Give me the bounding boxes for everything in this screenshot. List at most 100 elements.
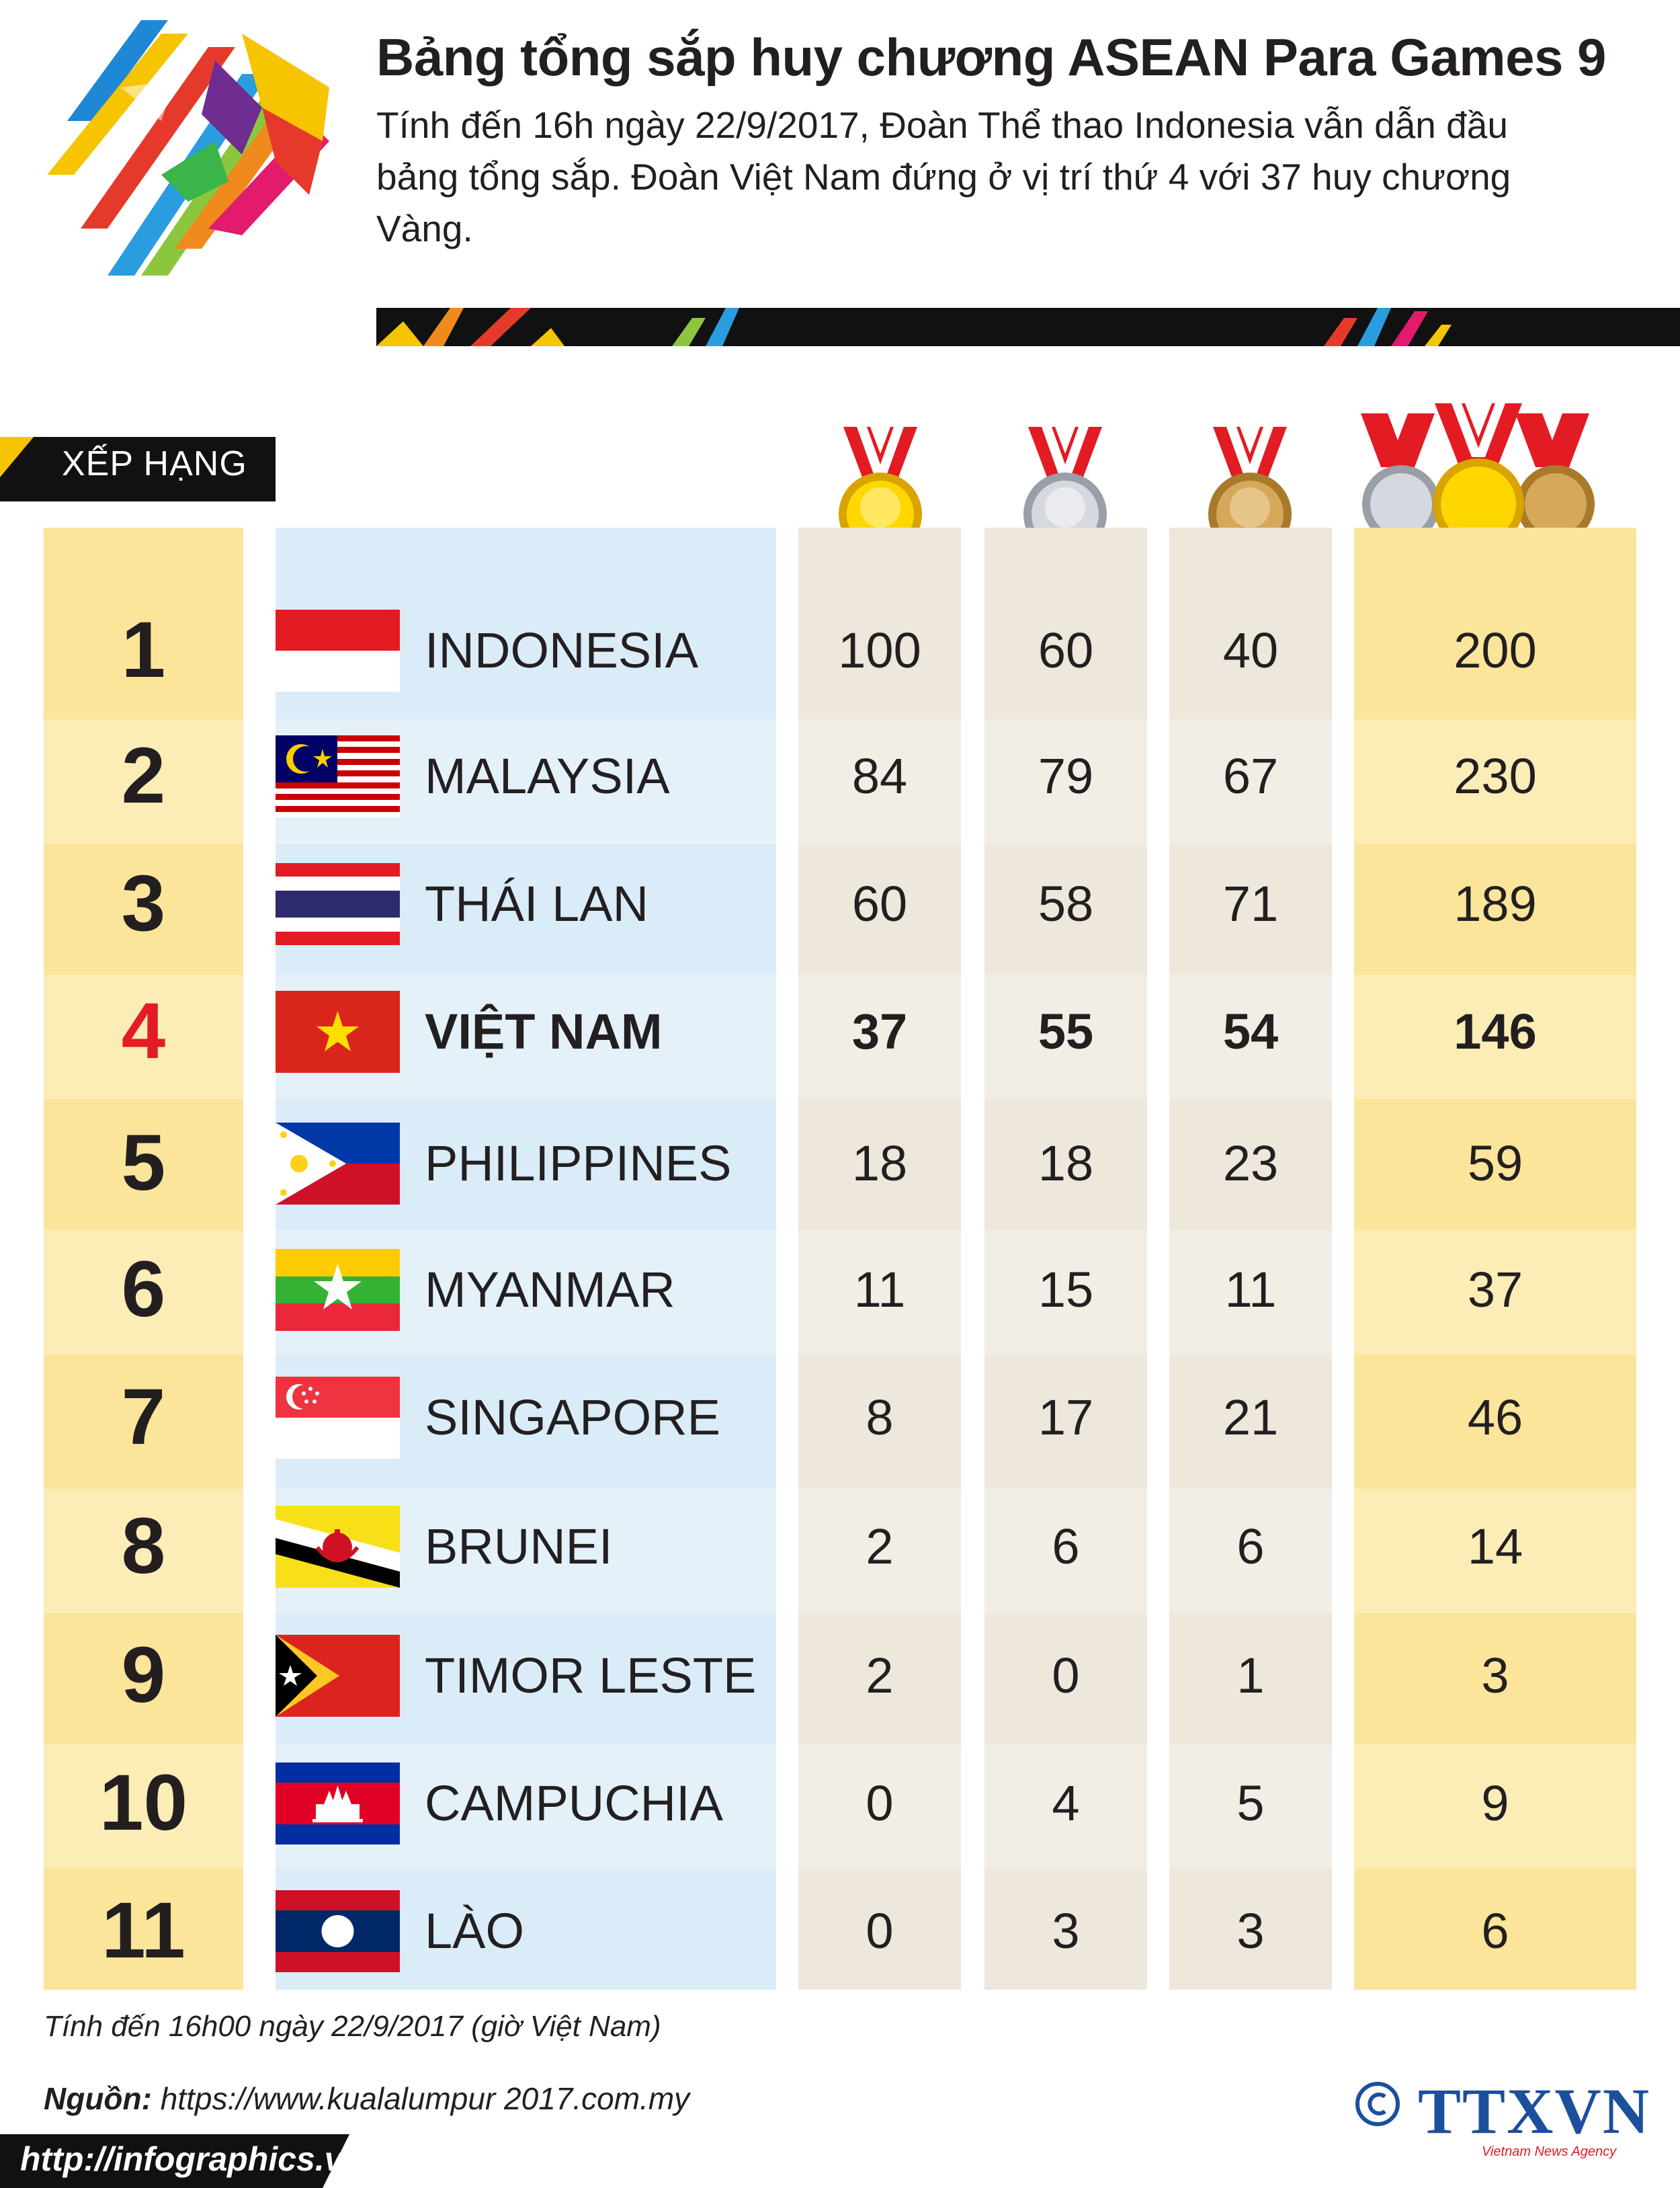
all-medals-icon bbox=[1361, 403, 1595, 550]
page-title: Bảng tổng sắp huy chương ASEAN Para Game… bbox=[376, 28, 1606, 87]
total-count: 9 bbox=[1481, 1775, 1509, 1831]
country-name: BRUNEI bbox=[425, 1518, 613, 1574]
table-row: 2 MALAYSIA 84 79 67 230 bbox=[0, 714, 1680, 838]
rank-number: 1 bbox=[121, 606, 166, 694]
cambodia-flag-icon bbox=[276, 1762, 400, 1845]
table-row: 9 TIMOR LESTE 2 0 1 3 bbox=[0, 1613, 1680, 1738]
silver-count: 3 bbox=[1052, 1903, 1080, 1959]
country-name: SINGAPORE bbox=[425, 1389, 720, 1445]
indonesia-flag-icon bbox=[276, 610, 400, 692]
gold-count: 18 bbox=[851, 1135, 908, 1191]
gold-column bbox=[798, 528, 961, 1990]
agency-logo: TTXVN bbox=[1418, 2075, 1651, 2147]
total-count: 189 bbox=[1454, 876, 1537, 932]
decorative-stripe bbox=[376, 308, 1680, 346]
total-count: 59 bbox=[1467, 1135, 1523, 1191]
rank-header-tag bbox=[0, 437, 276, 501]
gold-count: 2 bbox=[866, 1648, 894, 1703]
bronze-count: 6 bbox=[1236, 1518, 1265, 1574]
gold-count: 37 bbox=[851, 1004, 908, 1059]
rank-number: 4 bbox=[121, 987, 166, 1076]
country-name: VIỆT NAM bbox=[425, 1004, 663, 1059]
table-row: 3 THÁI LAN 60 58 71 189 bbox=[0, 842, 1680, 966]
bronze-count: 11 bbox=[1224, 1262, 1277, 1318]
rank-number: 3 bbox=[121, 859, 166, 948]
copyright-icon bbox=[1355, 2082, 1400, 2126]
silver-count: 0 bbox=[1052, 1648, 1080, 1703]
brunei-flag-icon bbox=[276, 1506, 400, 1588]
silver-count: 15 bbox=[1038, 1262, 1094, 1318]
bronze-count: 71 bbox=[1222, 876, 1279, 932]
total-column bbox=[1354, 528, 1636, 1990]
rank-number: 7 bbox=[121, 1373, 166, 1461]
silver-count: 79 bbox=[1038, 748, 1094, 804]
table-row: 10 CAMPUCHIA 0 4 5 9 bbox=[0, 1741, 1680, 1865]
gold-count: 0 bbox=[866, 1903, 894, 1959]
gold-count: 84 bbox=[851, 748, 908, 804]
rank-header-label: XẾP HẠNG bbox=[62, 444, 247, 483]
bronze-count: 5 bbox=[1236, 1775, 1265, 1831]
timor-leste-flag-icon bbox=[276, 1635, 400, 1717]
agency-subtitle: Vietnam News Agency bbox=[1482, 2144, 1617, 2159]
table-row: 1 INDONESIA 100 60 40 200 bbox=[0, 588, 1680, 713]
rank-number: 2 bbox=[121, 731, 166, 820]
silver-count: 60 bbox=[1038, 622, 1094, 678]
country-name: MALAYSIA bbox=[425, 748, 670, 804]
rank-number: 9 bbox=[121, 1631, 166, 1719]
silver-count: 17 bbox=[1038, 1389, 1094, 1445]
bronze-count: 67 bbox=[1222, 748, 1279, 804]
rank-number: 6 bbox=[121, 1245, 166, 1334]
total-count: 46 bbox=[1467, 1389, 1523, 1445]
source-url[interactable]: https://www.kualalumpur 2017.com.my bbox=[160, 2081, 690, 2116]
asean-para-games-logo bbox=[47, 20, 329, 276]
total-count: 146 bbox=[1454, 1004, 1537, 1059]
total-count: 200 bbox=[1454, 622, 1537, 678]
rank-number: 8 bbox=[121, 1502, 166, 1590]
table-row: 8 BRUNEI 2 6 6 14 bbox=[0, 1484, 1680, 1609]
philippines-flag-icon bbox=[276, 1123, 400, 1205]
thailand-flag-icon bbox=[276, 863, 400, 945]
singapore-flag-icon bbox=[276, 1377, 400, 1459]
website-link[interactable]: http://infographics.vn bbox=[20, 2140, 364, 2178]
bronze-count: 1 bbox=[1236, 1648, 1265, 1703]
bronze-count: 21 bbox=[1222, 1389, 1279, 1445]
country-name: PHILIPPINES bbox=[425, 1135, 732, 1191]
country-name: THÁI LAN bbox=[425, 876, 649, 932]
total-count: 6 bbox=[1481, 1903, 1509, 1959]
rank-number: 11 bbox=[101, 1886, 185, 1975]
table-row: 7 SINGAPORE 8 17 21 46 bbox=[0, 1355, 1680, 1480]
gold-count: 8 bbox=[866, 1389, 894, 1445]
gold-count: 100 bbox=[838, 622, 921, 678]
silver-count: 18 bbox=[1038, 1135, 1094, 1191]
myanmar-flag-icon bbox=[276, 1249, 400, 1331]
gold-count: 0 bbox=[866, 1775, 894, 1831]
total-count: 14 bbox=[1467, 1518, 1523, 1574]
gold-count: 2 bbox=[866, 1518, 894, 1574]
rank-number: 5 bbox=[121, 1119, 166, 1207]
table-row: 11 LÀO 0 3 3 6 bbox=[0, 1869, 1680, 1993]
rank-number: 10 bbox=[99, 1758, 188, 1847]
country-name: CAMPUCHIA bbox=[425, 1775, 724, 1831]
bronze-column bbox=[1169, 528, 1332, 1990]
silver-count: 55 bbox=[1038, 1004, 1094, 1059]
bronze-count: 54 bbox=[1222, 1004, 1279, 1059]
rank-column bbox=[44, 528, 243, 1990]
table-row-highlighted: 4 VIỆT NAM 37 55 54 146 bbox=[0, 969, 1680, 1094]
timestamp-note: Tính đến 16h00 ngày 22/9/2017 (giờ Việt … bbox=[44, 2010, 661, 2043]
total-count: 37 bbox=[1467, 1262, 1523, 1318]
website-bar bbox=[0, 2134, 349, 2188]
total-count: 3 bbox=[1481, 1648, 1509, 1703]
gold-count: 11 bbox=[853, 1262, 906, 1318]
country-name: INDONESIA bbox=[425, 622, 699, 678]
table-row: 5 PHILIPPINES 18 18 23 59 bbox=[0, 1101, 1680, 1225]
malaysia-flag-icon bbox=[276, 735, 400, 817]
laos-flag-icon bbox=[276, 1890, 400, 1972]
silver-count: 4 bbox=[1052, 1775, 1080, 1831]
country-name: LÀO bbox=[425, 1903, 525, 1959]
country-name: MYANMAR bbox=[425, 1262, 675, 1318]
silver-count: 58 bbox=[1038, 876, 1094, 932]
source-line: Nguồn: https://www.kualalumpur 2017.com.… bbox=[44, 2080, 689, 2117]
bronze-count: 3 bbox=[1236, 1903, 1265, 1959]
source-label: Nguồn: bbox=[44, 2081, 152, 2116]
silver-column bbox=[984, 528, 1147, 1990]
